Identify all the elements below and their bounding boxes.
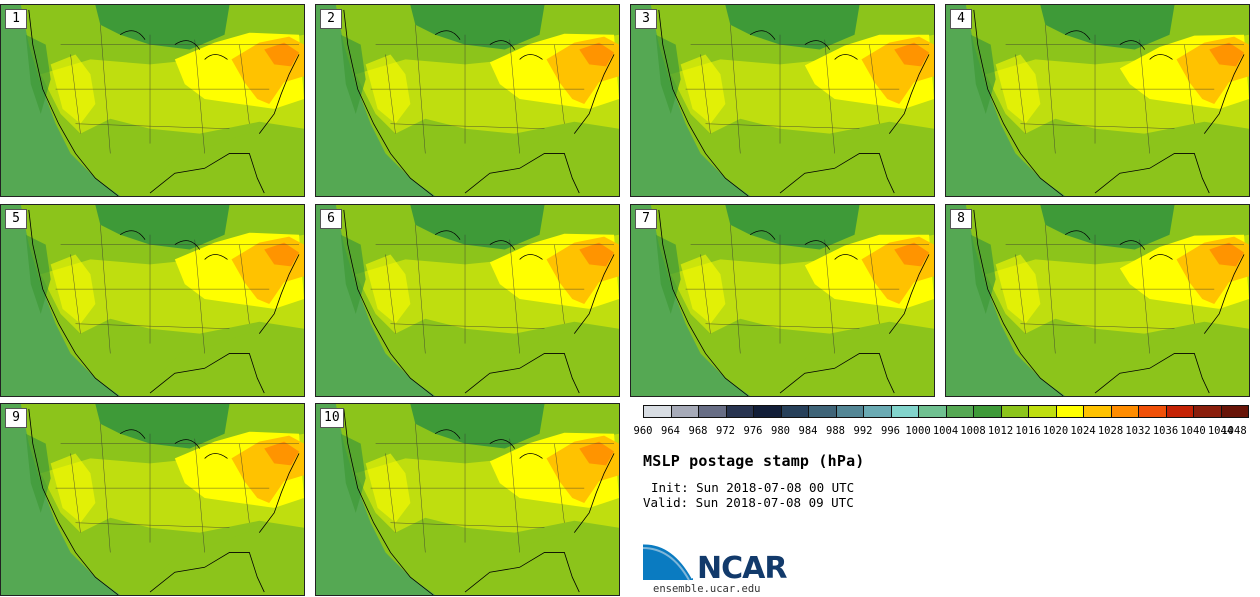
init-time: Init: Sun 2018-07-08 00 UTC — [651, 480, 855, 495]
ensemble-member-panel: 4 — [945, 4, 1250, 197]
ensemble-member-panel: 1 — [0, 4, 305, 197]
member-number-label: 9 — [5, 408, 27, 428]
colorbar-tick-label: 972 — [716, 425, 735, 437]
colorbar-tick-label: 988 — [826, 425, 845, 437]
page-title: MSLP postage stamp (hPa) — [643, 452, 865, 470]
colorbar-tick-label: 964 — [661, 425, 680, 437]
colorbar: 960 964 968 972 976 980 984 988 992 996 1000 1004 10… — [634, 405, 1249, 439]
ensemble-member-panel: 5 — [0, 204, 305, 397]
member-number-label: 4 — [950, 9, 972, 29]
ensemble-member-panel: 2 — [315, 4, 620, 197]
member-number-label: 8 — [950, 209, 972, 229]
colorbar-tick-label: 1004 — [932, 425, 959, 437]
colorbar-tick-label: 1036 — [1152, 425, 1179, 437]
member-number-label: 1 — [5, 9, 27, 29]
colorbar-bin — [1220, 405, 1249, 418]
member-number-label: 7 — [635, 209, 657, 229]
member-number-label: 5 — [5, 209, 27, 229]
colorbar-tick-label: 1008 — [960, 425, 986, 437]
colorbar-tick-label: 1028 — [1097, 425, 1124, 437]
colorbar-bin — [863, 405, 892, 418]
colorbar-bin — [725, 405, 754, 418]
ensemble-member-panel: 8 — [945, 204, 1250, 397]
colorbar-bin — [670, 405, 699, 418]
colorbar-bin — [1028, 405, 1057, 418]
colorbar-tick-label: 1016 — [1015, 425, 1041, 437]
colorbar-bin — [1110, 405, 1139, 418]
ncar-logo-text: NCAR — [697, 551, 787, 586]
colorbar-bin — [780, 405, 809, 418]
colorbar-bin — [698, 405, 727, 418]
colorbar-tick-label: 1048 — [1221, 425, 1247, 437]
colorbar-tick-label: 1032 — [1125, 425, 1151, 437]
colorbar-bin — [808, 405, 837, 418]
colorbar-bin — [1165, 405, 1194, 418]
colorbar-bin — [918, 405, 947, 418]
colorbar-tick-label: 984 — [798, 425, 818, 437]
colorbar-bin — [1000, 405, 1029, 418]
colorbar-tick-label: 1044 — [1207, 425, 1234, 437]
ncar-logo-icon — [643, 541, 695, 581]
colorbar-tick-label: 1000 — [905, 425, 931, 437]
site-url: ensemble.ucar.edu — [653, 583, 761, 595]
colorbar-bin — [1055, 405, 1084, 418]
colorbar-tick-label: 980 — [771, 425, 790, 437]
colorbar-bin — [890, 405, 919, 418]
ensemble-member-panel: 6 — [315, 204, 620, 397]
colorbar-tick-label: 1040 — [1180, 425, 1206, 437]
colorbar-tick-label: 960 — [633, 425, 653, 437]
colorbar-tick-label: 1024 — [1070, 425, 1096, 437]
colorbar-tick-label: 1020 — [1042, 425, 1069, 437]
member-number-label: 2 — [320, 9, 342, 29]
colorbar-bin — [1083, 405, 1112, 418]
ensemble-member-panel: 10 — [315, 403, 620, 596]
colorbar-tick-label: 1012 — [987, 425, 1014, 437]
member-number-label: 3 — [635, 9, 657, 29]
member-number-label: 6 — [320, 209, 342, 229]
ensemble-member-panel: 9 — [0, 403, 305, 596]
colorbar-bin — [835, 405, 864, 418]
colorbar-tick-label: 992 — [853, 425, 873, 437]
valid-time: Valid: Sun 2018-07-08 09 UTC — [643, 495, 854, 510]
ensemble-member-panel: 3 — [630, 4, 935, 197]
colorbar-bin — [973, 405, 1002, 418]
colorbar-bin — [1138, 405, 1167, 418]
ensemble-member-panel: 7 — [630, 204, 935, 397]
colorbar-bin — [753, 405, 782, 418]
colorbar-tick-label: 976 — [743, 425, 763, 437]
colorbar-tick-label: 968 — [688, 425, 708, 437]
colorbar-bin — [1193, 405, 1222, 418]
colorbar-bin — [643, 405, 672, 418]
member-number-label: 10 — [320, 408, 344, 428]
colorbar-bin — [945, 405, 974, 418]
colorbar-tick-label: 996 — [881, 425, 900, 437]
